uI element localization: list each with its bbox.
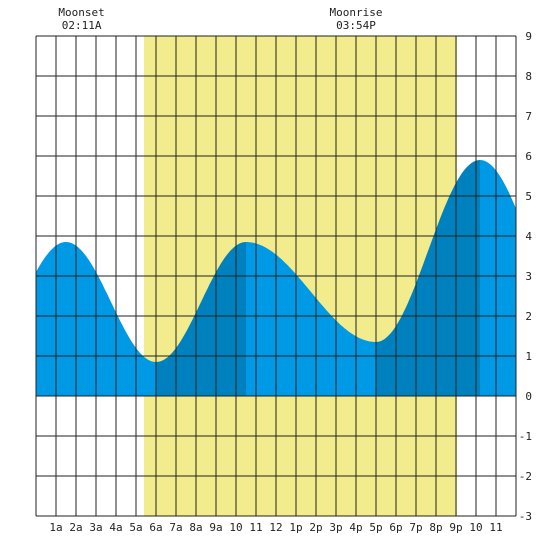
y-tick-label: 1 <box>525 350 532 363</box>
y-tick-label: 9 <box>525 30 532 43</box>
x-tick-label: 5a <box>129 521 142 534</box>
event-time-label: 03:54P <box>336 19 376 32</box>
y-tick-label: 3 <box>525 270 532 283</box>
y-tick-label: 7 <box>525 110 532 123</box>
x-tick-label: 3a <box>89 521 102 534</box>
x-tick-label: 2a <box>69 521 82 534</box>
x-tick-label: 1p <box>289 521 302 534</box>
event-name-label: Moonset <box>58 6 104 19</box>
x-tick-label: 5p <box>369 521 382 534</box>
event-name-label: Moonrise <box>330 6 383 19</box>
x-tick-label: 7p <box>409 521 422 534</box>
x-tick-label: 9p <box>449 521 462 534</box>
x-tick-label: 6a <box>149 521 162 534</box>
x-tick-label: 9a <box>209 521 222 534</box>
x-tick-label: 11 <box>249 521 262 534</box>
x-tick-label: 8a <box>189 521 202 534</box>
y-tick-label: -1 <box>519 430 532 443</box>
event-time-label: 02:11A <box>62 19 102 32</box>
y-tick-label: 6 <box>525 150 532 163</box>
tide-area-rising <box>376 160 480 396</box>
x-tick-label: 3p <box>329 521 342 534</box>
y-tick-label: 2 <box>525 310 532 323</box>
x-tick-label: 8p <box>429 521 442 534</box>
x-tick-label: 4p <box>349 521 362 534</box>
tide-area-rising <box>156 242 246 396</box>
x-tick-label: 10 <box>229 521 242 534</box>
x-tick-label: 7a <box>169 521 182 534</box>
x-tick-label: 6p <box>389 521 402 534</box>
y-tick-label: 4 <box>525 230 532 243</box>
y-tick-label: -3 <box>519 510 532 523</box>
x-tick-label: 4a <box>109 521 122 534</box>
x-tick-label: 11 <box>489 521 502 534</box>
y-tick-label: -2 <box>519 470 532 483</box>
x-tick-label: 2p <box>309 521 322 534</box>
tide-area-falling <box>246 242 376 396</box>
x-tick-label: 12 <box>269 521 282 534</box>
grid-layer <box>35 35 517 517</box>
x-tick-label: 10 <box>469 521 482 534</box>
y-tick-label: 8 <box>525 70 532 83</box>
x-tick-label: 1a <box>49 521 62 534</box>
y-tick-label: 5 <box>525 190 532 203</box>
tide-area-falling <box>480 160 516 396</box>
y-tick-label: 0 <box>525 390 532 403</box>
